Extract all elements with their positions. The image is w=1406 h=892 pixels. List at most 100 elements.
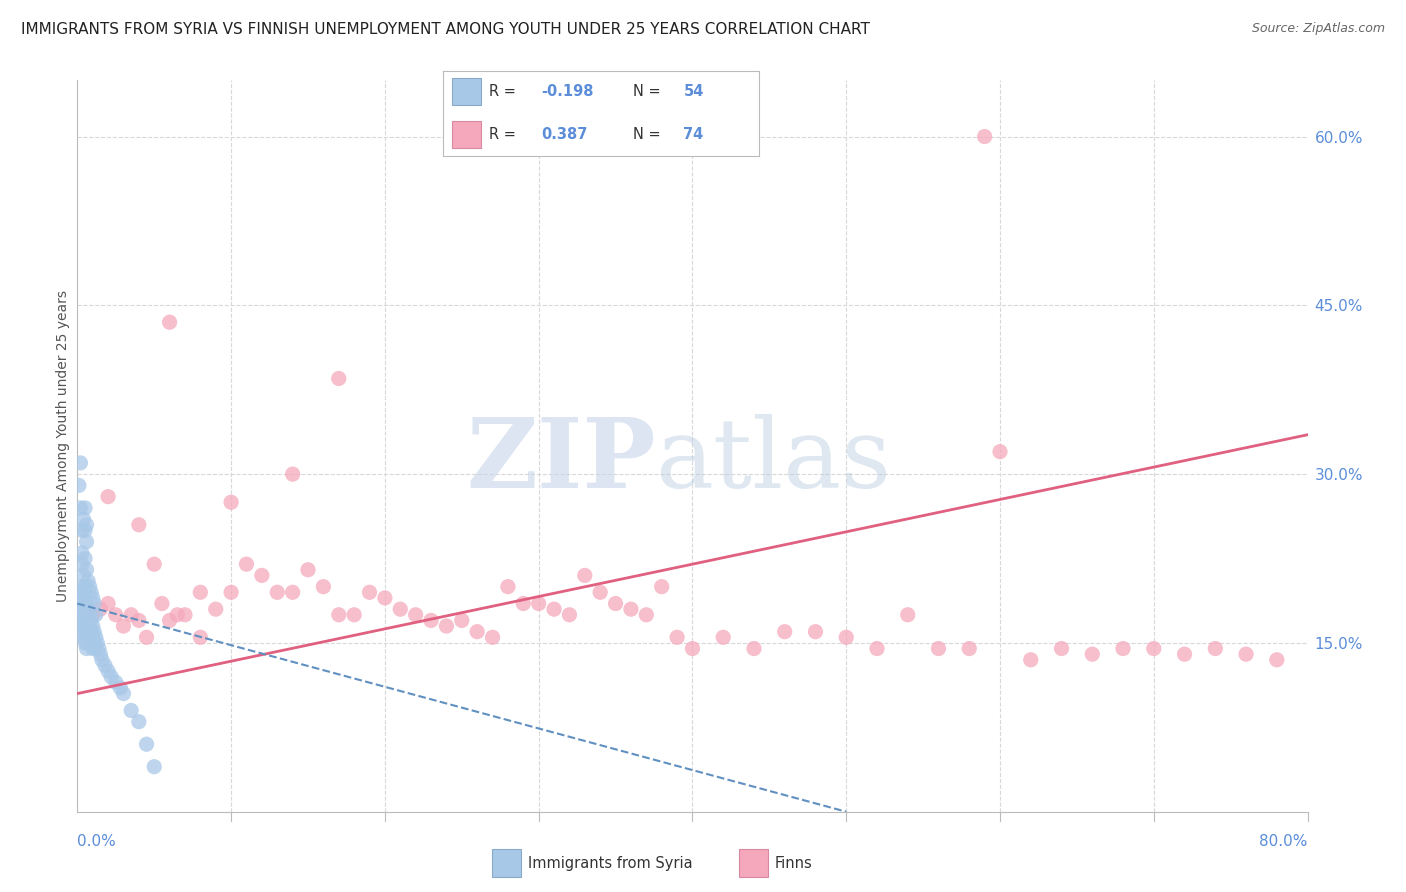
Point [70, 624, 93, 639]
Point [574, 568, 596, 582]
Text: -0.198: -0.198 [541, 84, 593, 99]
Point [204, 602, 226, 616]
Text: 0.0%: 0.0% [77, 834, 117, 849]
Point [235, 557, 257, 571]
Point [266, 585, 288, 599]
Point [76, 607, 98, 622]
Point [90, 653, 114, 667]
Point [84, 630, 107, 644]
Point [1050, 641, 1073, 656]
Point [620, 602, 643, 616]
Text: R =: R = [489, 84, 516, 99]
Point [77, 574, 100, 588]
Point [281, 467, 304, 482]
Point [89, 602, 111, 616]
Point [128, 614, 150, 628]
Text: 74: 74 [683, 127, 703, 142]
Point [135, 630, 157, 644]
Point [328, 371, 350, 385]
Point [651, 580, 673, 594]
Point [77, 624, 100, 639]
Point [86, 636, 108, 650]
Point [87, 641, 110, 656]
Point [89, 647, 111, 661]
Point [188, 585, 212, 599]
Text: 0.387: 0.387 [541, 127, 588, 142]
Point [558, 607, 581, 622]
Point [76, 641, 98, 656]
Point [897, 607, 920, 622]
Point [496, 580, 519, 594]
Point [166, 607, 188, 622]
Bar [453, 120, 481, 147]
Point [82, 591, 104, 605]
Point [97, 490, 120, 504]
Point [76, 563, 98, 577]
Point [70, 580, 93, 594]
Point [97, 664, 120, 678]
Point [76, 597, 98, 611]
Point [82, 607, 104, 622]
Point [82, 641, 104, 656]
Point [79, 619, 101, 633]
Point [69, 602, 91, 616]
Point [72, 568, 94, 582]
Point [112, 687, 135, 701]
Point [73, 551, 96, 566]
Text: 54: 54 [683, 84, 703, 99]
Point [1234, 647, 1257, 661]
Point [174, 607, 197, 622]
Text: Source: ZipAtlas.com: Source: ZipAtlas.com [1251, 22, 1385, 36]
Point [281, 585, 304, 599]
Point [605, 597, 627, 611]
Point [104, 607, 127, 622]
Point [67, 597, 90, 611]
Point [804, 624, 827, 639]
Point [94, 658, 117, 673]
Point [928, 641, 950, 656]
Point [481, 630, 503, 644]
Point [100, 670, 122, 684]
Point [1174, 647, 1197, 661]
Bar [453, 78, 481, 105]
Point [450, 614, 472, 628]
Point [866, 641, 889, 656]
Point [527, 597, 550, 611]
Point [73, 580, 96, 594]
Point [76, 619, 98, 633]
Point [69, 500, 91, 515]
Point [70, 607, 93, 622]
Point [76, 517, 98, 532]
Point [67, 607, 90, 622]
Text: ZIP: ZIP [465, 414, 655, 508]
Point [69, 619, 91, 633]
Point [69, 585, 91, 599]
Point [543, 602, 565, 616]
Point [188, 630, 212, 644]
Point [70, 524, 93, 538]
Point [76, 630, 98, 644]
Point [80, 585, 103, 599]
Point [73, 619, 96, 633]
Point [82, 630, 104, 644]
Point [72, 585, 94, 599]
Point [112, 619, 135, 633]
Point [343, 607, 366, 622]
Point [219, 495, 242, 509]
Point [436, 619, 458, 633]
Point [1081, 647, 1104, 661]
Point [73, 500, 96, 515]
Point [120, 703, 142, 717]
Point [73, 636, 96, 650]
Point [120, 607, 142, 622]
Point [80, 624, 103, 639]
Point [1204, 641, 1226, 656]
Point [72, 614, 94, 628]
Point [83, 597, 105, 611]
Point [104, 675, 127, 690]
Point [80, 636, 103, 650]
Text: Immigrants from Syria: Immigrants from Syria [527, 855, 692, 871]
Point [80, 614, 103, 628]
Text: 80.0%: 80.0% [1260, 834, 1308, 849]
Point [70, 557, 93, 571]
